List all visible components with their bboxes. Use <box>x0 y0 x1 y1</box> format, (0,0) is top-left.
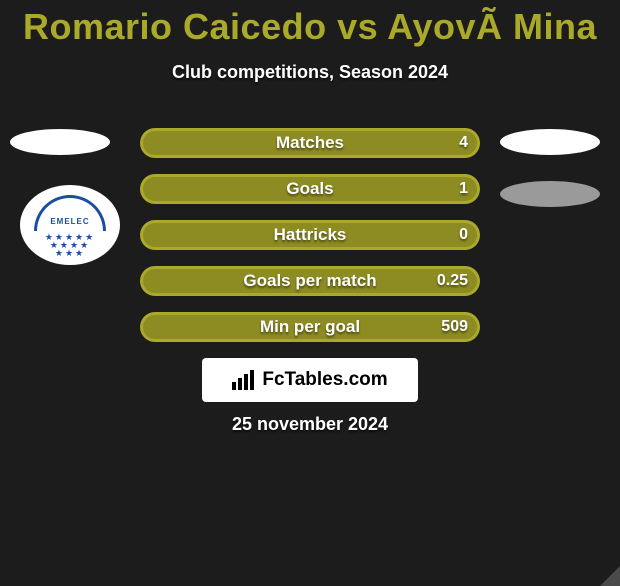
subtitle: Club competitions, Season 2024 <box>0 62 620 83</box>
player-b-placeholder-oval-2 <box>500 181 600 207</box>
brand-label: FcTables.com <box>262 369 387 391</box>
stat-label: Matches <box>140 128 480 158</box>
date-label: 25 november 2024 <box>0 414 620 435</box>
stat-row: Goals1 <box>140 174 480 204</box>
stat-row: Hattricks0 <box>140 220 480 250</box>
stat-value: 4 <box>459 128 468 158</box>
page-title: Romario Caicedo vs AyovÃ­ Mina <box>0 6 620 48</box>
club-logo-text: EMELEC <box>34 211 106 231</box>
club-logo-stars: ★★★★★ ★★★★ ★★★ <box>34 233 106 257</box>
stat-row: Goals per match0.25 <box>140 266 480 296</box>
player-a-placeholder-oval <box>10 129 110 155</box>
brand-box: FcTables.com <box>202 358 418 402</box>
stat-row: Min per goal509 <box>140 312 480 342</box>
player-b-placeholder-oval-1 <box>500 129 600 155</box>
stat-value: 0 <box>459 220 468 250</box>
stat-label: Min per goal <box>140 312 480 342</box>
stat-row: Matches4 <box>140 128 480 158</box>
stat-label: Hattricks <box>140 220 480 250</box>
club-logo: EMELEC ★★★★★ ★★★★ ★★★ <box>20 185 120 265</box>
stat-label: Goals per match <box>140 266 480 296</box>
brand-chart-icon <box>232 370 256 390</box>
stat-value: 0.25 <box>437 266 468 296</box>
stat-label: Goals <box>140 174 480 204</box>
stat-value: 509 <box>441 312 468 342</box>
stats-panel: Matches4Goals1Hattricks0Goals per match0… <box>140 128 480 358</box>
stat-value: 1 <box>459 174 468 204</box>
corner-fold-icon <box>600 566 620 586</box>
